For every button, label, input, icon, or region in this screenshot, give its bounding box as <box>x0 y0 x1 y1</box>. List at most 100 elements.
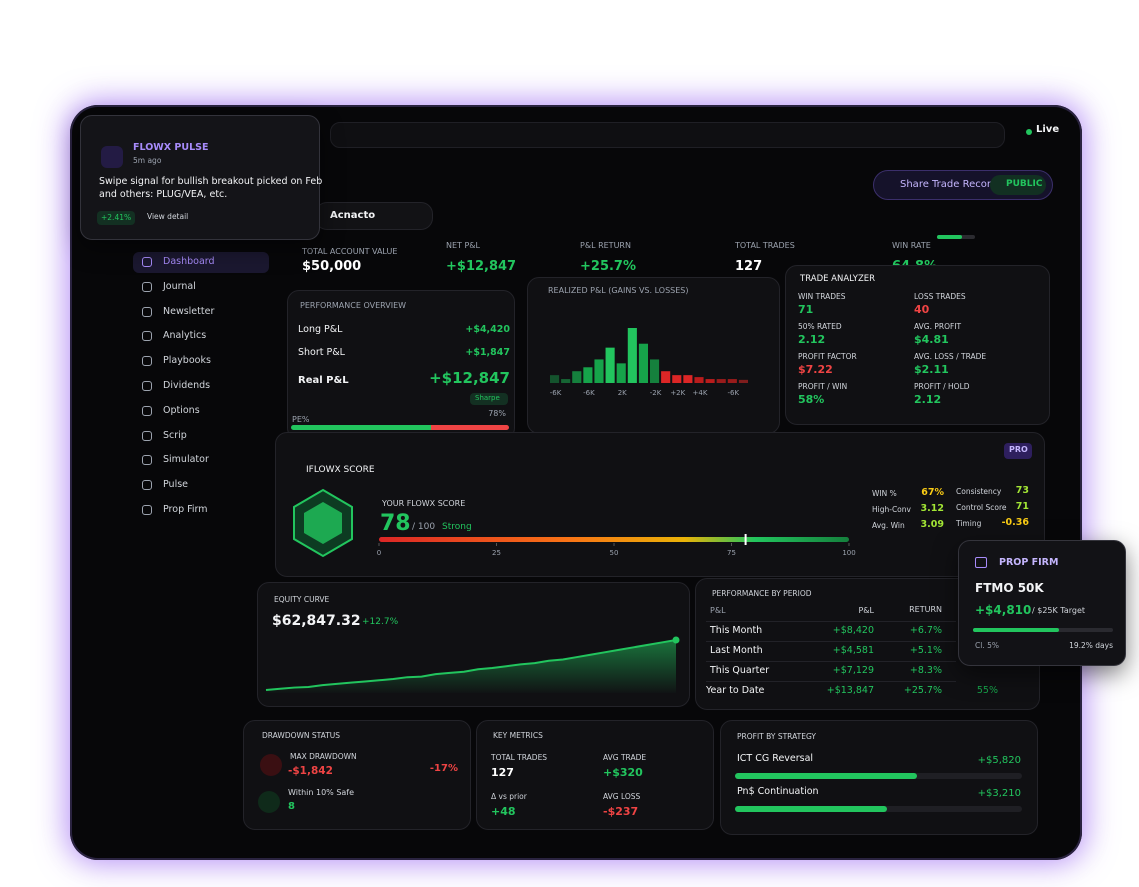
live-label: Live <box>1036 124 1060 135</box>
sidebar-item[interactable]: Analytics <box>133 326 269 347</box>
column-header: RETURN <box>909 605 942 614</box>
pulse-change-badge: +2.41% <box>97 211 135 225</box>
stat-value: 71 <box>1015 501 1029 512</box>
sidebar-item[interactable]: Dividends <box>133 376 269 397</box>
pnl-bar-green <box>291 425 431 430</box>
pro-badge: PRO <box>1004 443 1032 459</box>
prop-firm-icon <box>975 557 987 568</box>
metric-value: +48 <box>491 805 516 818</box>
card-title: PROFIT BY STRATEGY <box>737 732 816 741</box>
gauge-tick-label: 100 <box>842 549 855 557</box>
row-label: Real P&L <box>298 375 349 386</box>
x-tick-label: -6K <box>728 389 740 397</box>
stat-label: Avg. Win <box>872 521 905 530</box>
win-rate-fill <box>937 235 962 239</box>
card-title: DRAWDOWN STATUS <box>262 731 341 740</box>
sidebar-label: Newsletter <box>163 305 215 317</box>
flowx-score-card: IFLOWX SCORE PRO YOUR FLOWX SCORE 78/ 100 St… <box>275 432 1045 577</box>
metric-label: 50% RATED <box>798 322 842 331</box>
sidebar-icon <box>142 455 152 466</box>
account-selector[interactable]: Acnacto <box>315 202 433 230</box>
sidebar-item[interactable]: Playbooks <box>133 351 269 372</box>
period-label: This Quarter <box>710 665 770 676</box>
x-tick-label: 2K <box>618 389 627 397</box>
bar <box>583 367 593 383</box>
metric-value: 2.12 <box>798 333 826 346</box>
card-title: TRADE ANALYZER <box>800 274 876 284</box>
bar <box>561 379 571 383</box>
sidebar-item[interactable]: Journal <box>133 277 269 298</box>
sharpe-badge: Sharpe <box>470 393 508 405</box>
sidebar-icon <box>142 405 152 416</box>
strategy-label: ICT CG Reversal <box>737 753 814 764</box>
sidebar-label: Scrip <box>163 429 187 441</box>
stat-value: 67% <box>921 487 944 498</box>
stat-label: WIN % <box>872 489 897 498</box>
bar <box>672 375 682 383</box>
equity-value: $62,847.32 <box>272 613 361 629</box>
row-label: Short P&L <box>298 347 345 358</box>
card-title: PERFORMANCE BY PERIOD <box>712 589 812 598</box>
strategy-value: +$3,210 <box>977 788 1021 799</box>
metric-value: +$320 <box>603 766 643 779</box>
metric-value: 58% <box>798 393 825 406</box>
sidebar-item[interactable]: Scrip <box>133 426 269 447</box>
strategy-card: PROFIT BY STRATEGY ICT CG Reversal +$5,820… <box>720 720 1038 835</box>
sidebar-icon <box>142 505 152 515</box>
period-label: This Month <box>710 625 763 636</box>
row-value: +$12,847 <box>429 369 510 387</box>
period-label: Last Month <box>710 645 763 656</box>
chart <box>265 636 680 693</box>
sidebar-icon <box>142 257 152 267</box>
share-button[interactable]: Share Trade Record PUBLIC <box>873 170 1053 200</box>
live-dot <box>1026 129 1032 135</box>
gauge-tick-label: 25 <box>492 549 501 557</box>
sidebar-item[interactable]: Options <box>133 401 269 422</box>
chart-title: REALIZED P&L (GAINS VS. LOSSES) <box>548 286 689 295</box>
row-divider <box>706 681 956 682</box>
summary-label: TOTAL TRADES <box>735 241 795 250</box>
metric-value: 127 <box>491 766 514 779</box>
bar <box>638 343 648 383</box>
equity-end-dot <box>672 636 680 644</box>
metric-label: Δ vs prior <box>491 792 527 801</box>
bar-left-label: PE% <box>292 415 310 424</box>
chart: 0 25 50 75 100 <box>377 534 856 557</box>
x-tick-label: -6K <box>583 389 595 397</box>
metric-label: LOSS TRADES <box>914 292 966 301</box>
sidebar-label: Dividends <box>163 380 211 391</box>
sidebar-label: Pulse <box>163 479 189 491</box>
pulse-link[interactable]: View detail <box>147 212 189 221</box>
sidebar-label: Prop Firm <box>163 504 208 515</box>
performance-overview-card: PERFORMANCE OVERVIEW Long P&L +$4,420 Short… <box>287 290 515 440</box>
stat-value: -0.36 <box>1001 517 1029 528</box>
sidebar-item[interactable]: Dashboard <box>133 252 269 273</box>
sidebar-item[interactable]: Newsletter <box>133 302 269 323</box>
strategy-fill <box>735 806 887 812</box>
sidebar-item[interactable]: Simulator <box>133 450 269 471</box>
gauge-track <box>379 537 849 542</box>
metric-label: AVG TRADE <box>603 753 647 762</box>
sidebar-label: Analytics <box>163 330 207 342</box>
sidebar-item[interactable]: Prop Firm <box>133 500 269 521</box>
metric-value: 71 <box>798 303 814 316</box>
sidebar-label: Options <box>163 404 200 416</box>
column-header: P&L <box>710 606 726 615</box>
sidebar-item[interactable]: Pulse <box>133 475 269 496</box>
metric-label: AVG. LOSS / TRADE <box>914 352 987 361</box>
bar <box>550 375 560 383</box>
metric-value: $4.81 <box>914 333 949 346</box>
metric-value: $2.11 <box>914 363 949 376</box>
prop-firm-target: / $25K Target <box>1032 606 1086 615</box>
metric-value: -$237 <box>603 805 639 818</box>
sidebar-label: Simulator <box>163 454 209 466</box>
bar <box>683 375 693 383</box>
card-title: IFLOWX SCORE <box>306 465 375 475</box>
bar <box>661 371 671 383</box>
period-return: +8.3% <box>909 665 942 676</box>
summary-value: +$12,847 <box>446 259 517 274</box>
pulse-change: +2.41% <box>101 213 132 222</box>
metric-label: MAX DRAWDOWN <box>290 752 357 761</box>
sidebar-label: Playbooks <box>163 355 211 367</box>
equity-curve-card: EQUITY CURVE $62,847.32 +12.7% <box>257 582 690 707</box>
